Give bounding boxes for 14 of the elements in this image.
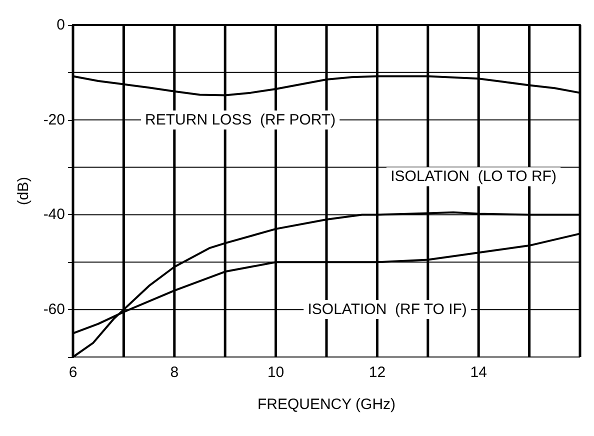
series-label: ISOLATION (LO TO RF) <box>390 168 556 186</box>
x-tick-label: 10 <box>267 364 284 381</box>
y-tick-label: -20 <box>43 111 65 128</box>
x-tick-label: 6 <box>68 364 78 381</box>
x-axis-title: FREQUENCY (GHz) <box>257 396 396 413</box>
x-tick-label: 12 <box>368 364 386 381</box>
x-tick-label: 14 <box>470 364 487 381</box>
series-label: RETURN LOSS (RF PORT) <box>145 111 336 128</box>
y-tick-label: -60 <box>43 301 65 318</box>
x-tick-label: 8 <box>170 364 179 381</box>
y-tick-label: -40 <box>43 206 65 224</box>
text: ISOLATION (RF TO IF) <box>308 301 467 318</box>
y-tick-label: 0 <box>56 16 65 34</box>
y-axis-title: (dB) <box>15 176 32 206</box>
